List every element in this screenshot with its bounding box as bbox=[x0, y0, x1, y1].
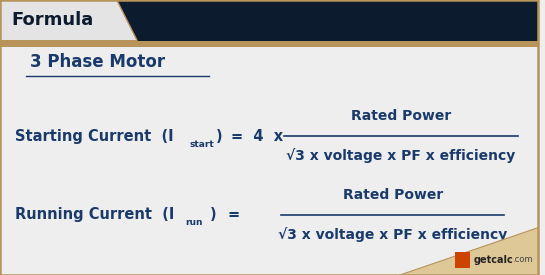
Bar bbox=[0, 41, 538, 47]
Text: 3 Phase Motor: 3 Phase Motor bbox=[29, 53, 165, 71]
Bar bbox=[0, 0, 538, 41]
Polygon shape bbox=[398, 227, 538, 275]
Text: Rated Power: Rated Power bbox=[351, 109, 451, 123]
Text: √3 x voltage x PF x efficiency: √3 x voltage x PF x efficiency bbox=[278, 227, 507, 242]
Text: Formula: Formula bbox=[12, 11, 94, 29]
Text: start: start bbox=[190, 140, 214, 149]
Text: run: run bbox=[186, 218, 203, 227]
Polygon shape bbox=[0, 0, 137, 41]
Text: =: = bbox=[227, 207, 239, 222]
Text: getcalc: getcalc bbox=[474, 255, 513, 265]
Text: √3 x voltage x PF x efficiency: √3 x voltage x PF x efficiency bbox=[286, 148, 516, 163]
Text: ): ) bbox=[210, 207, 216, 222]
Bar bbox=[455, 252, 470, 268]
Text: Running Current  (I: Running Current (I bbox=[15, 207, 174, 222]
Text: .com: .com bbox=[512, 255, 532, 264]
Text: ): ) bbox=[216, 129, 223, 144]
Text: Rated Power: Rated Power bbox=[343, 188, 443, 202]
Text: =  4  x: = 4 x bbox=[232, 129, 283, 144]
Text: Starting Current  (I: Starting Current (I bbox=[15, 129, 174, 144]
